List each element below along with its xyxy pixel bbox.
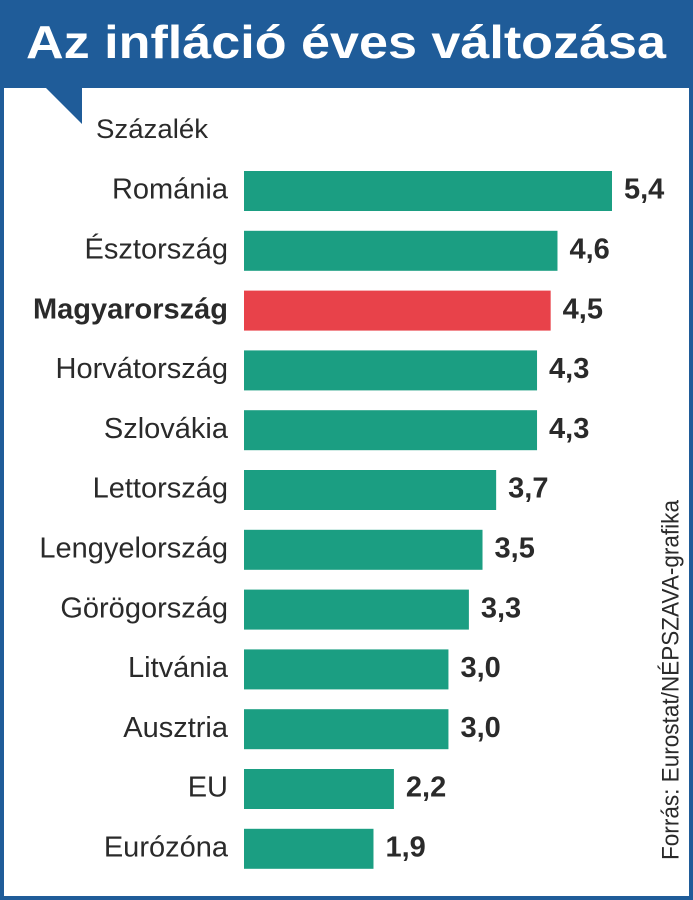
bar (244, 769, 394, 809)
banner-tab (46, 88, 82, 124)
category-label: Észtország (85, 232, 228, 265)
bar (244, 828, 374, 869)
value-label: 4,3 (549, 353, 589, 385)
category-label: Horvátország (56, 353, 228, 385)
category-label: Lengyelország (39, 532, 228, 564)
value-label: 3,3 (481, 592, 521, 624)
category-label: Görögország (60, 592, 228, 624)
value-label: 3,0 (460, 712, 500, 744)
value-label: 4,6 (569, 233, 609, 265)
bar (244, 290, 551, 331)
value-label: 4,3 (549, 413, 589, 445)
category-label: Szlovákia (104, 413, 229, 445)
bar (244, 171, 612, 211)
value-label: 3,0 (460, 652, 500, 684)
subtitle: Százalék (96, 114, 209, 144)
bar (244, 529, 483, 570)
title-banner (0, 0, 693, 88)
bar (244, 589, 469, 630)
bar (244, 470, 497, 510)
value-label: 4,5 (563, 293, 603, 325)
value-label: 1,9 (385, 831, 425, 863)
category-label: Litvánia (128, 652, 229, 684)
chart-title: Az infláció éves változása (26, 16, 666, 68)
value-label: 3,7 (508, 473, 548, 505)
source: Forrás: Eurostat/NÉPSZAVA-grafika (657, 499, 684, 860)
bar (244, 350, 538, 391)
bar (244, 649, 449, 690)
category-label: Eurózóna (104, 831, 229, 863)
category-label: Ausztria (123, 712, 229, 744)
category-label: EU (188, 772, 228, 804)
category-label: Lettország (93, 473, 228, 505)
bar (244, 410, 538, 451)
value-label: 5,4 (624, 174, 664, 206)
category-label: Románia (112, 174, 229, 206)
bar (244, 709, 449, 750)
value-label: 3,5 (495, 532, 535, 564)
bar (244, 230, 558, 271)
value-label: 2,2 (406, 772, 446, 804)
category-label: Magyarország (33, 293, 228, 325)
